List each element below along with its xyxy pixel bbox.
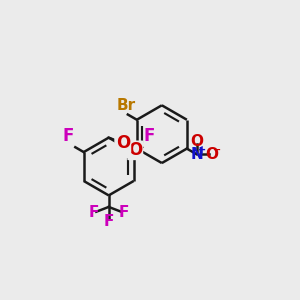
Text: O: O: [206, 147, 218, 162]
Text: +: +: [198, 145, 206, 155]
Text: O: O: [128, 141, 142, 159]
Text: F: F: [143, 128, 155, 146]
Text: Br: Br: [117, 98, 136, 113]
Text: −: −: [213, 145, 221, 155]
Text: N: N: [190, 147, 203, 162]
Text: F: F: [63, 128, 74, 146]
Text: F: F: [88, 205, 99, 220]
Text: O: O: [190, 134, 203, 149]
Text: F: F: [118, 205, 129, 220]
Text: O: O: [116, 134, 130, 152]
Text: F: F: [103, 214, 114, 229]
